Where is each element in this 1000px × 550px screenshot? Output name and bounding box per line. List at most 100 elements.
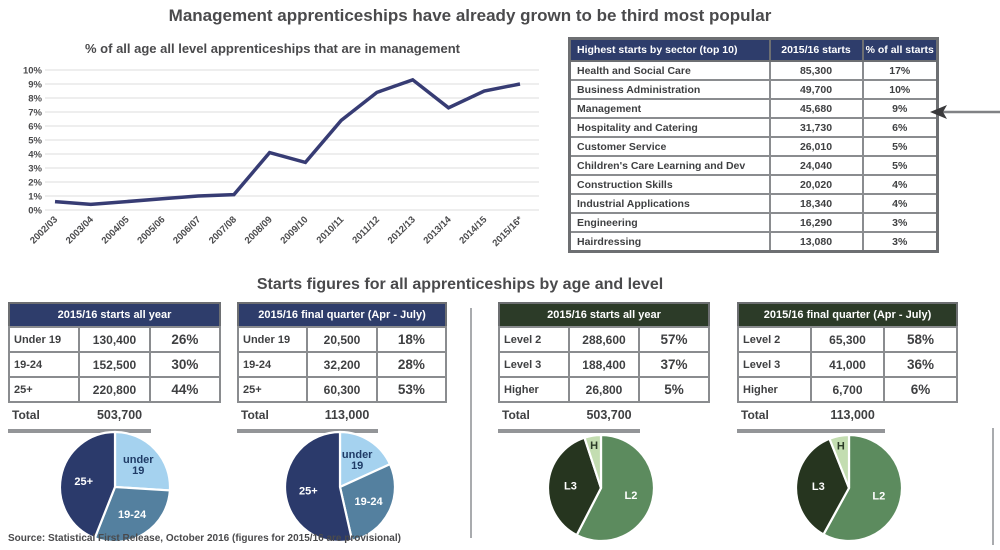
sector-name-cell: Management [568,98,771,119]
total-row: Total 503,700 [498,403,710,427]
y-axis-tick-label: 8% [28,94,42,105]
x-axis-tick-label: 2010/11 [315,214,347,246]
percent-cell: 4% [861,193,939,214]
pie-slice [583,433,603,490]
table-row: 25+ 60,300 53% [236,376,448,403]
pie-slice-label: 19-24 [355,496,384,508]
table-row: Business Administration 49,700 10% [568,79,939,100]
total-value: 113,000 [830,408,875,422]
table-row: Level 2 65,300 58% [737,326,958,353]
data-line [54,77,521,207]
percent-cell: 58% [883,326,958,353]
mini-table-header-row: 2015/16 starts all year [9,303,220,327]
mini-table-header-row: 2015/16 final quarter (Apr - July) [738,303,957,327]
mini-table: 2015/16 starts all year Level 2 288,600 57%… [498,302,710,403]
sector-table-header-starts: 2015/16 starts [768,37,864,62]
x-axis-tick-label: 2003/04 [64,214,97,247]
table-row: Health and Social Care 85,300 17% [568,60,939,81]
y-axis-tick-label: 9% [28,80,42,91]
total-label: Total [502,408,530,422]
sector-table-header-sector: Highest starts by sector (top 10) [568,37,771,62]
category-cell: 25+ [236,376,309,403]
total-row: Total 113,000 [237,403,447,427]
sector-name-cell: Engineering [568,212,771,233]
y-axis-tick-label: 7% [28,108,42,119]
line-chart-title: % of all age all level apprenticeships t… [85,41,460,56]
total-value: 113,000 [324,408,370,422]
y-axis-tick-label: 4% [28,150,42,161]
starts-cell: 13,080 [768,231,864,253]
pie-slice [575,433,656,543]
x-axis-tick-label: 2002/03 [28,214,60,246]
percent-cell: 26% [148,326,222,353]
value-cell: 6,700 [810,376,885,403]
pie-slice [283,430,354,544]
percent-cell: 6% [861,117,939,138]
total-underline-bar [498,429,641,433]
value-cell: 65,300 [810,326,885,353]
percent-cell: 57% [638,326,710,353]
table-row: Higher 6,700 6% [737,376,958,403]
percent-cell: 53% [375,376,448,403]
sector-name-cell: Business Administration [568,79,771,100]
total-label: Total [741,408,769,422]
pie-slice [93,485,171,544]
sector-name-cell: Health and Social Care [568,60,771,81]
mini-table-header-row: 2015/16 starts all year [499,303,709,327]
mini-table-header-row: 2015/16 final quarter (Apr - July) [238,303,446,327]
pie-slice-label: 19-24 [118,509,147,521]
sector-table: Highest starts by sector (top 10) 2015/1… [568,37,939,253]
percent-cell: 4% [861,174,939,195]
table-row: 25+ 220,800 44% [7,376,222,403]
x-axis-tick-label: 2014/15 [457,214,490,247]
table-row: Children's Care Learning and Dev 24,040 5% [568,155,939,176]
table-row: Hospitality and Catering 31,730 6% [568,117,939,138]
level-all-year-table: 2015/16 starts all year Level 2 288,600 57%… [498,302,710,433]
category-cell: Level 2 [737,326,812,353]
total-row: Total 503,700 [8,403,221,427]
percent-cell: 17% [861,60,939,81]
level-final-quarter-table: 2015/16 final quarter (Apr - July) Level … [737,302,958,433]
total-value: 503,700 [96,408,143,422]
value-cell: 288,600 [568,326,640,353]
starts-cell: 16,290 [768,212,864,233]
x-axis-tick-label: 2015/16* [490,214,525,249]
sector-name-cell: Customer Service [568,136,771,157]
percent-cell: 5% [861,155,939,176]
category-cell: 19-24 [236,351,309,378]
sector-name-cell: Hospitality and Catering [568,117,771,138]
mini-table-title: 2015/16 starts all year [9,303,220,327]
percent-cell: 5% [861,136,939,157]
age-final-quarter-pie-chart: under 19 19-24 25+ [283,430,397,544]
category-cell: Higher [737,376,812,403]
y-axis-tick-label: 10% [23,66,43,77]
table-row: Hairdressing 13,080 3% [568,231,939,253]
pie-slice-label: L3 [812,481,825,493]
line-chart: 0%1%2%3%4%5%6%7%8%9%10%2002/03 2003/04 200… [23,66,539,249]
age-all-year-table: 2015/16 starts all year Under 19 130,400 26… [7,302,222,433]
sector-row-highlighted: Management 45,680 9% [568,98,939,119]
category-cell: 25+ [7,376,81,403]
table-row: Under 19 130,400 26% [7,326,222,353]
table-row: Level 3 41,000 36% [737,351,958,378]
pie-slice [794,437,851,536]
x-axis-tick-label: 2012/13 [386,214,418,246]
x-axis-tick-label: 2005/06 [135,214,167,246]
category-cell: 19-24 [7,351,81,378]
value-cell: 32,200 [306,351,378,378]
y-axis-tick-label: 6% [28,122,42,133]
total-value: 503,700 [586,408,632,422]
value-cell: 41,000 [810,351,885,378]
sector-name-cell: Industrial Applications [568,193,771,214]
mini-table-title: 2015/16 final quarter (Apr - July) [238,303,446,327]
category-cell: Under 19 [7,326,81,353]
right-edge-rule [992,428,994,545]
sector-table-header-pct: % of all starts [861,37,939,62]
table-row: Engineering 16,290 3% [568,212,939,233]
category-cell: Level 2 [498,326,570,353]
page-title: Management apprenticeships have already … [168,6,772,25]
x-axis-tick-label: 2008/09 [243,214,275,246]
pie-slice [338,430,392,489]
pie-slice-label: under 19 [342,449,373,472]
